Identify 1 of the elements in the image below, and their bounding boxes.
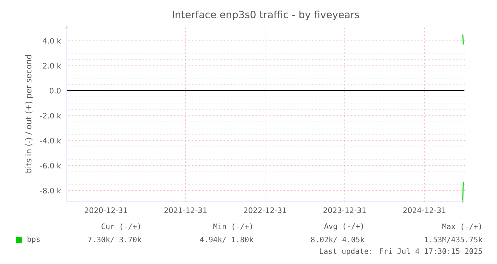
chart-title: Interface enp3s0 traffic - by fiveyears [173,10,360,20]
